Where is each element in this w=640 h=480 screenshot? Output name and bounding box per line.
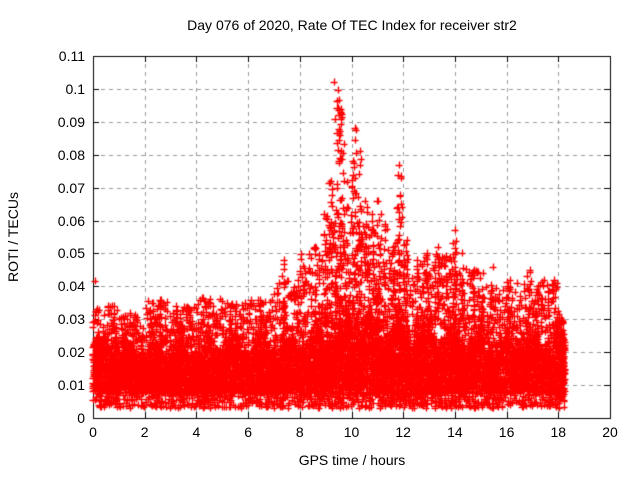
- y-tick-label: 0.07: [57, 179, 85, 196]
- x-tick-label: 2: [140, 424, 149, 440]
- x-tick-label: 20: [602, 424, 618, 440]
- y-axis-label: ROTI / TECUs: [5, 192, 21, 282]
- x-axis-label: GPS time / hours: [298, 452, 406, 468]
- x-tick-label: 4: [192, 424, 201, 440]
- y-tick-label: 0.05: [57, 245, 85, 262]
- y-tick-label: 0.1: [65, 80, 85, 97]
- x-tick-label: 18: [550, 424, 567, 440]
- x-tick-label: 8: [295, 424, 304, 440]
- x-tick-label: 14: [447, 424, 463, 440]
- y-tick-label: 0.11: [58, 48, 85, 64]
- y-tick-label: 0.04: [57, 278, 85, 295]
- y-tick-label: 0: [77, 410, 85, 426]
- chart-title: Day 076 of 2020, Rate Of TEC Index for r…: [187, 17, 517, 33]
- x-tick-label: 16: [498, 424, 515, 440]
- x-tick-label: 12: [395, 424, 411, 440]
- y-tick-label: 0.09: [57, 113, 85, 130]
- x-tick-label: 10: [343, 424, 360, 440]
- x-tick-label: 6: [244, 424, 252, 440]
- y-tick-label: 0.02: [57, 344, 85, 361]
- y-tick-label: 0.01: [57, 377, 85, 394]
- y-tick-label: 0.03: [57, 311, 85, 328]
- y-tick-label: 0.08: [57, 146, 85, 163]
- x-tick-label: 0: [89, 424, 97, 440]
- y-tick-label: 0.06: [57, 212, 85, 229]
